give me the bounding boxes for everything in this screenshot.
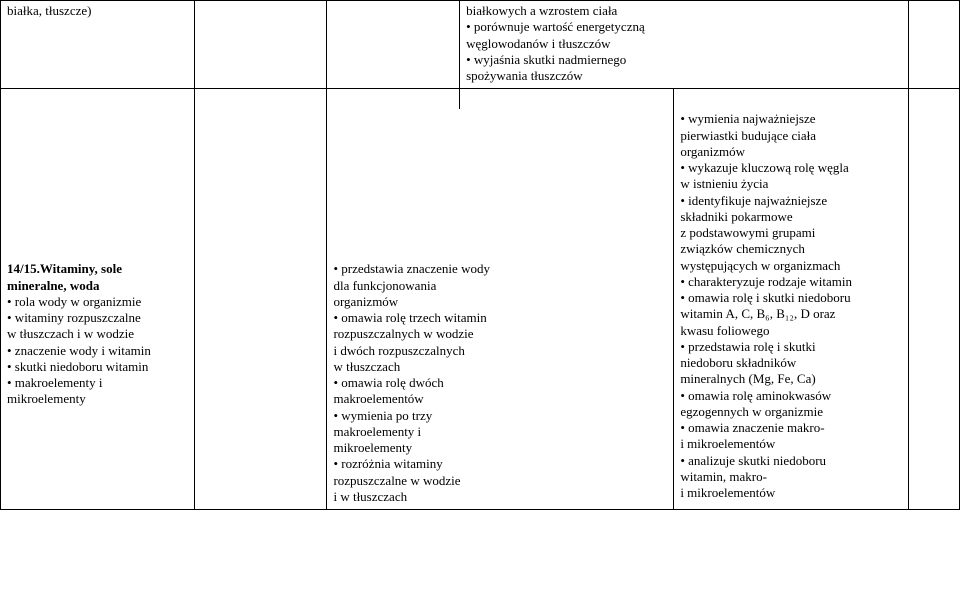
text-line: rozpuszczalnych w wodzie	[333, 326, 667, 342]
text-line: • wyjaśnia skutki nadmiernego	[466, 52, 902, 68]
text-line: białka, tłuszcze)	[7, 3, 188, 19]
text-line: w tłuszczach i w wodzie	[7, 326, 188, 342]
cell	[194, 1, 327, 89]
cell: • wymienia najważniejsze pierwiastki bud…	[674, 109, 909, 509]
text-line: • analizuje skutki niedoboru	[680, 453, 902, 469]
text-line: • znaczenie wody i witamin	[7, 343, 188, 359]
text-line: organizmów	[680, 144, 902, 160]
text-line: mineralnych (Mg, Fe, Ca)	[680, 371, 902, 387]
text-line: • identyfikuje najważniejsze	[680, 193, 902, 209]
cell	[908, 109, 959, 509]
text-line: z podstawowymi grupami	[680, 225, 902, 241]
text-line: • charakteryzuje rodzaje witamin	[680, 274, 902, 290]
text-line: i mikroelementów	[680, 485, 902, 501]
text-line: egzogennych w organizmie	[680, 404, 902, 420]
cell	[460, 89, 674, 110]
text-line: • wymienia po trzy	[333, 408, 667, 424]
text-line: występujących w organizmach	[680, 258, 902, 274]
text-line: dla funkcjonowania	[333, 278, 667, 294]
text-line: witamin A, C, B₆, B₁₂, D oraz	[680, 306, 902, 322]
cell	[194, 89, 327, 110]
text-line: kwasu foliowego	[680, 323, 902, 339]
text-line: i w tłuszczach	[333, 489, 667, 505]
text-line: organizmów	[333, 294, 667, 310]
text-line: • przedstawia znaczenie wody	[333, 261, 667, 277]
table-row: 14/15.Witaminy, sole mineralne, woda • r…	[1, 109, 960, 509]
text-line: i mikroelementów	[680, 436, 902, 452]
text-line: niedoboru składników	[680, 355, 902, 371]
text-line: • makroelementy i	[7, 375, 188, 391]
text-line: • omawia rolę i skutki niedoboru	[680, 290, 902, 306]
text-line: mineralne, woda	[7, 278, 188, 294]
cell	[908, 89, 959, 110]
text-line: makroelementów	[333, 391, 667, 407]
text-line: białkowych a wzrostem ciała	[466, 3, 902, 19]
cell	[327, 1, 460, 89]
text-line: • omawia rolę aminokwasów	[680, 388, 902, 404]
text-line: pierwiastki budujące ciała	[680, 128, 902, 144]
table-spacer-row	[1, 89, 960, 110]
curriculum-table: białka, tłuszcze) białkowych a wzrostem …	[0, 0, 960, 510]
cell	[1, 89, 195, 110]
text-line: makroelementy i	[333, 424, 667, 440]
text-line: • rola wody w organizmie	[7, 294, 188, 310]
text-line: • rozróżnia witaminy	[333, 456, 667, 472]
text-line: • omawia znaczenie makro-	[680, 420, 902, 436]
text-line: w istnieniu życia	[680, 176, 902, 192]
text-line: w tłuszczach	[333, 359, 667, 375]
text-line: • porównuje wartość energetyczną	[466, 19, 902, 35]
text-line: • witaminy rozpuszczalne	[7, 310, 188, 326]
cell	[327, 89, 460, 110]
cell: białka, tłuszcze)	[1, 1, 195, 89]
text-line: 14/15.Witaminy, sole	[7, 261, 188, 277]
cell: • przedstawia znaczenie wody dla funkcjo…	[327, 109, 674, 509]
cell: 14/15.Witaminy, sole mineralne, woda • r…	[1, 109, 195, 509]
text-line: • omawia rolę trzech witamin	[333, 310, 667, 326]
page: białka, tłuszcze) białkowych a wzrostem …	[0, 0, 960, 599]
cell	[908, 1, 959, 89]
cell	[674, 89, 909, 110]
text-line: mikroelementy	[7, 391, 188, 407]
text-line: • przedstawia rolę i skutki	[680, 339, 902, 355]
text-line: • wykazuje kluczową rolę węgla	[680, 160, 902, 176]
text-line: • skutki niedoboru witamin	[7, 359, 188, 375]
text-line: rozpuszczalne w wodzie	[333, 473, 667, 489]
table-row: białka, tłuszcze) białkowych a wzrostem …	[1, 1, 960, 89]
text-line: spożywania tłuszczów	[466, 68, 902, 84]
text-line: związków chemicznych	[680, 241, 902, 257]
cell: białkowych a wzrostem ciała • porównuje …	[460, 1, 909, 89]
text-line: składniki pokarmowe	[680, 209, 902, 225]
cell	[194, 109, 327, 509]
text-line: • omawia rolę dwóch	[333, 375, 667, 391]
text-line: węglowodanów i tłuszczów	[466, 36, 902, 52]
text-line: • wymienia najważniejsze	[680, 111, 902, 127]
text-line: witamin, makro-	[680, 469, 902, 485]
text-line: i dwóch rozpuszczalnych	[333, 343, 667, 359]
text-line: mikroelementy	[333, 440, 667, 456]
